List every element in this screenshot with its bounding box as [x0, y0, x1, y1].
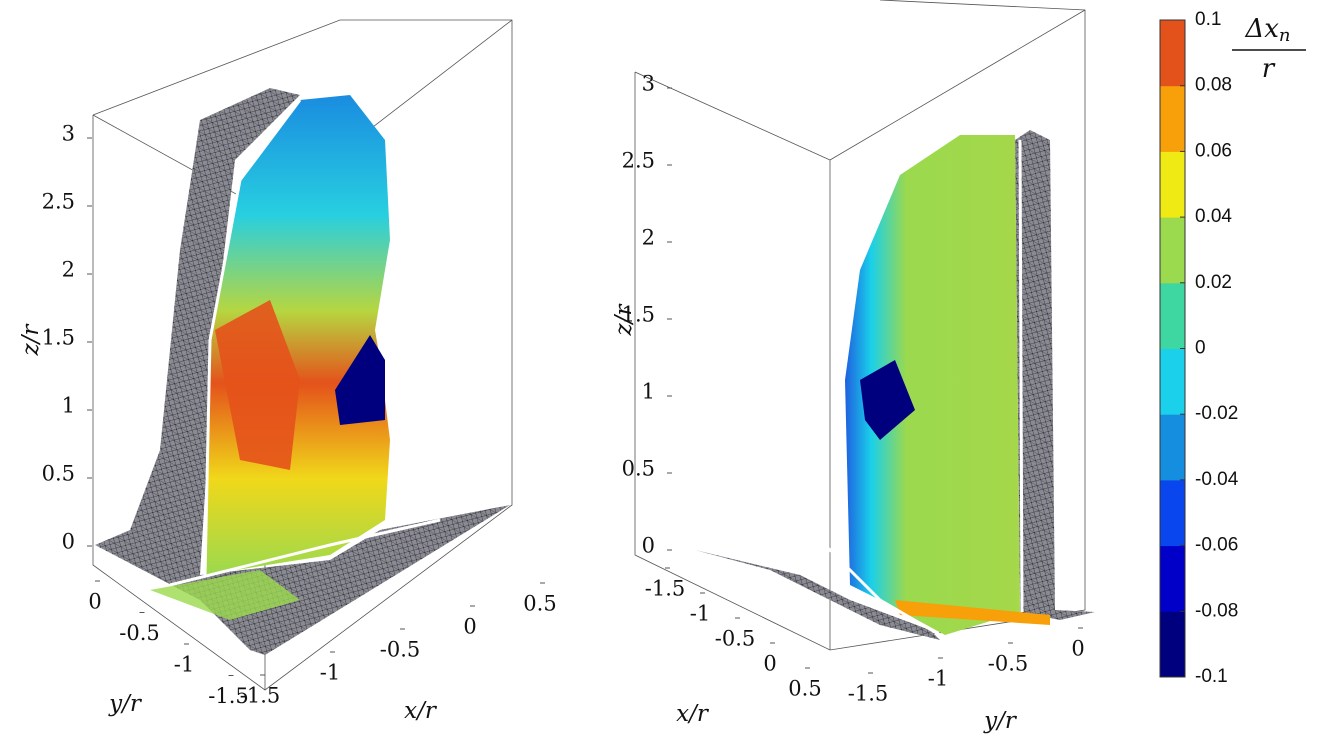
colorbar-tick-label: 0.1 — [1195, 9, 1221, 30]
y-axis-label: y/r — [983, 708, 1018, 734]
z-tick-label: 1.5 — [42, 326, 75, 350]
x-tick-label: -1.5 — [645, 577, 686, 601]
z-tick-label: 2 — [62, 258, 75, 282]
z-tick-label: 1 — [642, 380, 655, 404]
colorbar-tick-label: -0.04 — [1195, 469, 1239, 490]
colorbar-tick-label: -0.02 — [1195, 403, 1238, 424]
colorbar-tick-label: 0.08 — [1195, 75, 1232, 96]
y-axis-label: y/r — [108, 691, 143, 717]
x-tick-label: 0 — [463, 615, 476, 639]
subscript: n — [1279, 25, 1291, 46]
colorbar-band — [1160, 414, 1185, 481]
colorbar-tick-label: 0.04 — [1195, 206, 1232, 227]
colorbar: -0.1 -0.08 -0.06 -0.04 -0.02 0 0.02 0.04 0.06 0.0… — [1159, 9, 1306, 687]
x-tick-label: -1.5 — [240, 684, 281, 708]
z-axis-label: z/r — [18, 323, 44, 357]
x-axis-label: x/r — [676, 701, 710, 727]
colorbar-band — [1160, 217, 1185, 284]
colorbar-band — [1160, 85, 1185, 152]
x-tick-label: 0.5 — [523, 592, 556, 616]
numerator: Δx — [1244, 14, 1279, 44]
x-tick-label: -1 — [690, 602, 710, 626]
y-tick-label: -1.5 — [848, 682, 889, 706]
z-tick-label: 2.5 — [622, 149, 655, 173]
y-tick-label: 0 — [1071, 637, 1084, 661]
colorbar-tick-label: 0.06 — [1195, 140, 1232, 161]
z-tick-label: 1.5 — [622, 303, 655, 327]
y-tick-label: -1.5 — [208, 684, 249, 708]
y-tick-label: -0.5 — [988, 652, 1029, 676]
y-tick-label: 0 — [88, 590, 101, 614]
colorbar-band — [1160, 282, 1185, 349]
y-tick-label: -1 — [928, 667, 948, 691]
z-tick-label: 3 — [642, 72, 655, 96]
x-tick-label: 0.5 — [788, 677, 821, 701]
colorbar-band — [1160, 348, 1185, 415]
z-tick-label: 1 — [62, 394, 75, 418]
z-tick-label: 2 — [642, 226, 655, 250]
x-axis-label: x/r — [404, 698, 438, 724]
colorbar-band — [1160, 479, 1185, 547]
colorbar-tick-label: -0.08 — [1195, 600, 1238, 621]
colorbar-tick-label: 0 — [1195, 338, 1206, 359]
y-tick-label: -0.5 — [119, 621, 160, 645]
z-tick-label: 0.5 — [622, 457, 655, 481]
colorbar-band — [1160, 20, 1185, 87]
x-tick-label: -0.5 — [715, 627, 756, 651]
colorbar-tick-label: 0.02 — [1195, 272, 1232, 293]
colorbar-label: Δxn — [1244, 14, 1290, 46]
z-tick-label: 2.5 — [42, 190, 75, 214]
x-tick-label: -0.5 — [380, 638, 421, 662]
colorbar-band — [1160, 545, 1185, 612]
x-tick-label: 0 — [763, 652, 776, 676]
z-tick-label: 0.5 — [42, 462, 75, 486]
colorbar-tick-label: -0.06 — [1195, 535, 1238, 556]
z-axis-label: z/r — [611, 303, 637, 337]
z-tick-label: 0 — [62, 530, 75, 554]
colorbar-label-denominator: r — [1262, 54, 1276, 84]
z-tick-label: 0 — [642, 534, 655, 558]
x-tick-label: -1 — [320, 661, 340, 685]
surface — [95, 88, 1095, 655]
z-tick-label: 3 — [62, 122, 75, 146]
colorbar-tick-label: -0.1 — [1195, 666, 1228, 687]
colorbar-band — [1160, 151, 1185, 218]
y-tick-label: -1 — [174, 653, 194, 677]
colorbar-band — [1160, 611, 1185, 678]
